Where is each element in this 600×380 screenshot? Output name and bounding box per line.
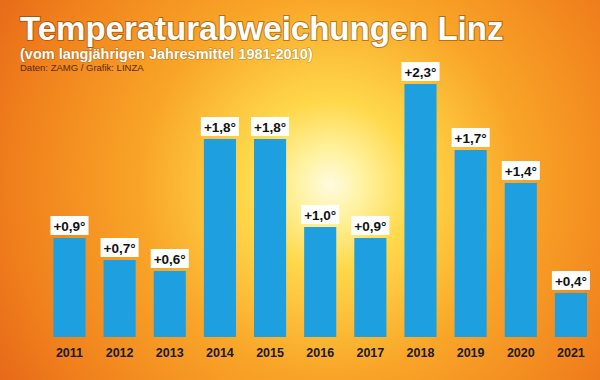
bar (53, 238, 85, 337)
bar (555, 293, 587, 337)
title: Temperaturabweichungen Linz (20, 10, 503, 47)
data-label-box (251, 117, 289, 136)
data-label-box (452, 128, 490, 147)
x-tick-label: 2012 (106, 346, 134, 360)
x-tick-label: 2021 (557, 346, 585, 360)
bar (204, 139, 236, 337)
bar (354, 238, 386, 337)
data-label: +1,4° (505, 164, 537, 179)
x-tick-label: 2020 (507, 346, 535, 360)
data-label-box (50, 216, 88, 235)
data-label: +2,3° (404, 65, 436, 80)
x-tick-label: 2014 (206, 346, 234, 360)
data-label: +0,9° (354, 219, 386, 234)
source: Daten: ZAMG / Grafik: LINZA (20, 62, 144, 73)
background (0, 0, 600, 380)
bars (53, 84, 587, 337)
data-label: +0,4° (555, 274, 587, 289)
bar (154, 271, 186, 337)
data-label: +1,7° (455, 131, 487, 146)
data-label-box (101, 238, 139, 257)
bar (254, 139, 286, 337)
chart-svg: Temperaturabweichungen Linz(vom langjähr… (0, 0, 600, 380)
bar (505, 183, 537, 337)
x-tick-label: 2013 (156, 346, 184, 360)
x-tick-label: 2011 (56, 346, 83, 360)
data-label-box (401, 62, 439, 81)
data-label-box (201, 117, 239, 136)
data-label: +1,8° (204, 120, 236, 135)
data-label-box (552, 271, 590, 290)
bar (104, 260, 136, 337)
x-tick-label: 2019 (457, 346, 485, 360)
data-label-box (502, 161, 540, 180)
data-label-box (351, 216, 389, 235)
data-label: +0,6° (154, 252, 186, 267)
bar (304, 227, 336, 337)
subtitle: (vom langjährigen Jahresmittel 1981-2010… (20, 46, 313, 62)
chart-container: Temperaturabweichungen Linz(vom langjähr… (0, 0, 600, 380)
data-label: +0,7° (104, 241, 136, 256)
bar (455, 150, 487, 337)
x-tick-label: 2018 (407, 346, 435, 360)
x-tick-label: 2016 (306, 346, 334, 360)
data-label-box (301, 205, 339, 224)
data-label: +0,9° (53, 219, 85, 234)
data-label: +1,0° (304, 208, 336, 223)
x-tick-label: 2017 (356, 346, 384, 360)
data-label: +1,8° (254, 120, 286, 135)
bar (404, 84, 436, 337)
x-tick-label: 2015 (256, 346, 284, 360)
data-label-box (151, 249, 189, 268)
